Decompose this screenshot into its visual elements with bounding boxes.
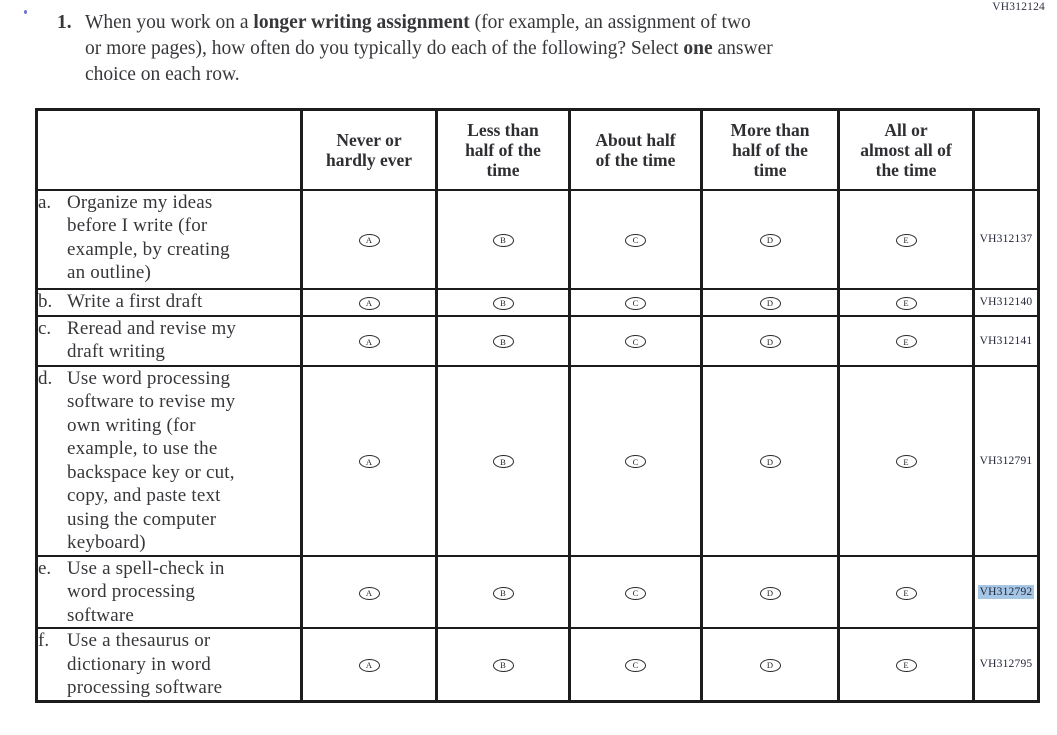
row-letter: a. xyxy=(38,191,52,213)
answer-bubble-e[interactable]: E xyxy=(895,586,917,600)
question-text-seg: answer xyxy=(712,38,773,59)
table-row-e: e. Use a spell-check in word processing … xyxy=(35,554,1040,629)
answer-bubble-a[interactable]: A xyxy=(358,233,380,247)
row-letter: c. xyxy=(38,317,52,339)
row-letter: e. xyxy=(38,557,52,579)
question-block: 1. When you work on a longer writing ass… xyxy=(57,10,957,88)
answer-bubble-e[interactable]: E xyxy=(895,233,917,247)
row-label: Organize my ideas before I write (for ex… xyxy=(67,191,230,284)
answer-bubble-a[interactable]: A xyxy=(358,659,380,672)
question-text: When you work on a longer writing assign… xyxy=(85,10,773,88)
code-column-header xyxy=(972,108,1040,191)
table-row-b: b. Write a first draft A B C D E VH31214… xyxy=(35,287,1040,317)
header-row: Never or hardly ever Less than half of t… xyxy=(35,108,1040,191)
answer-bubble-c[interactable]: C xyxy=(625,335,646,349)
row-code: VH312791 xyxy=(979,454,1033,467)
corner-cell xyxy=(35,108,303,191)
table-row-f: f. Use a thesaurus or dictionary in word… xyxy=(35,627,1040,702)
answer-bubble-b[interactable]: B xyxy=(492,586,514,600)
row-label: Use word processing software to revise m… xyxy=(67,367,236,554)
answer-bubble-a[interactable]: A xyxy=(358,335,380,349)
row-code: VH312140 xyxy=(979,296,1033,308)
answer-bubble-d[interactable]: D xyxy=(759,296,781,310)
column-header-about-half: About half of the time xyxy=(568,108,703,191)
column-header-never: Never or hardly ever xyxy=(300,108,438,191)
row-label: Use a spell-check in word processing sof… xyxy=(67,557,225,626)
answer-bubble-d[interactable]: D xyxy=(759,233,781,247)
answer-bubble-a[interactable]: A xyxy=(358,455,380,469)
answer-bubble-c[interactable]: C xyxy=(625,455,646,469)
answer-bubble-e[interactable]: E xyxy=(895,455,917,469)
answer-bubble-a[interactable]: A xyxy=(358,296,380,310)
answer-bubble-c[interactable]: C xyxy=(625,586,646,600)
row-letter: b. xyxy=(38,290,53,312)
survey-response-grid: Never or hardly ever Less than half of t… xyxy=(35,108,1040,703)
row-label: Use a thesaurus or dictionary in word pr… xyxy=(67,630,223,698)
answer-bubble-c[interactable]: C xyxy=(625,233,646,247)
row-letter: d. xyxy=(38,367,53,389)
column-header-less-than-half: Less than half of the time xyxy=(435,108,571,191)
answer-bubble-b[interactable]: B xyxy=(492,335,514,349)
answer-bubble-c[interactable]: C xyxy=(625,296,646,310)
question-number: 1. xyxy=(57,12,72,33)
question-text-seg: (for example, an assignment of two xyxy=(469,12,751,33)
answer-bubble-d[interactable]: D xyxy=(759,586,781,600)
scan-speck xyxy=(24,10,27,14)
column-header-more-than-half: More than half of the time xyxy=(700,108,840,191)
question-text-seg: choice on each row. xyxy=(85,64,240,85)
row-label: Write a first draft xyxy=(67,290,203,312)
answer-bubble-b[interactable]: B xyxy=(492,659,514,672)
answer-bubble-c[interactable]: C xyxy=(625,659,646,672)
question-text-bold: one xyxy=(683,38,713,59)
column-header-all: All or almost all of the time xyxy=(837,108,975,191)
row-code: VH312141 xyxy=(979,334,1033,347)
answer-bubble-d[interactable]: D xyxy=(759,335,781,349)
answer-bubble-b[interactable]: B xyxy=(492,296,514,310)
table-row-a: a. Organize my ideas before I write (for… xyxy=(35,188,1040,290)
row-label: Reread and revise my draft writing xyxy=(67,317,237,363)
answer-bubble-a[interactable]: A xyxy=(358,586,380,600)
row-code: VH312137 xyxy=(979,233,1033,245)
answer-bubble-b[interactable]: B xyxy=(492,233,514,247)
question-text-seg: or more pages), how often do you typical… xyxy=(85,38,684,59)
question-text-seg: When you work on a xyxy=(85,12,254,33)
table-row-c: c. Reread and revise my draft writing A … xyxy=(35,314,1040,367)
answer-bubble-e[interactable]: E xyxy=(895,659,917,672)
table-row-d: d. Use word processing software to revis… xyxy=(35,364,1040,557)
row-code-highlighted: VH312792 xyxy=(977,584,1035,599)
row-code: VH312795 xyxy=(979,658,1033,671)
answer-bubble-d[interactable]: D xyxy=(759,455,781,469)
page-accession-code: VH312124 xyxy=(992,1,1045,13)
answer-bubble-e[interactable]: E xyxy=(895,335,917,349)
question-text-bold: longer writing assignment xyxy=(253,12,470,33)
answer-bubble-b[interactable]: B xyxy=(492,455,514,469)
answer-bubble-d[interactable]: D xyxy=(759,659,781,672)
answer-bubble-e[interactable]: E xyxy=(895,296,917,310)
row-letter: f. xyxy=(38,630,50,651)
